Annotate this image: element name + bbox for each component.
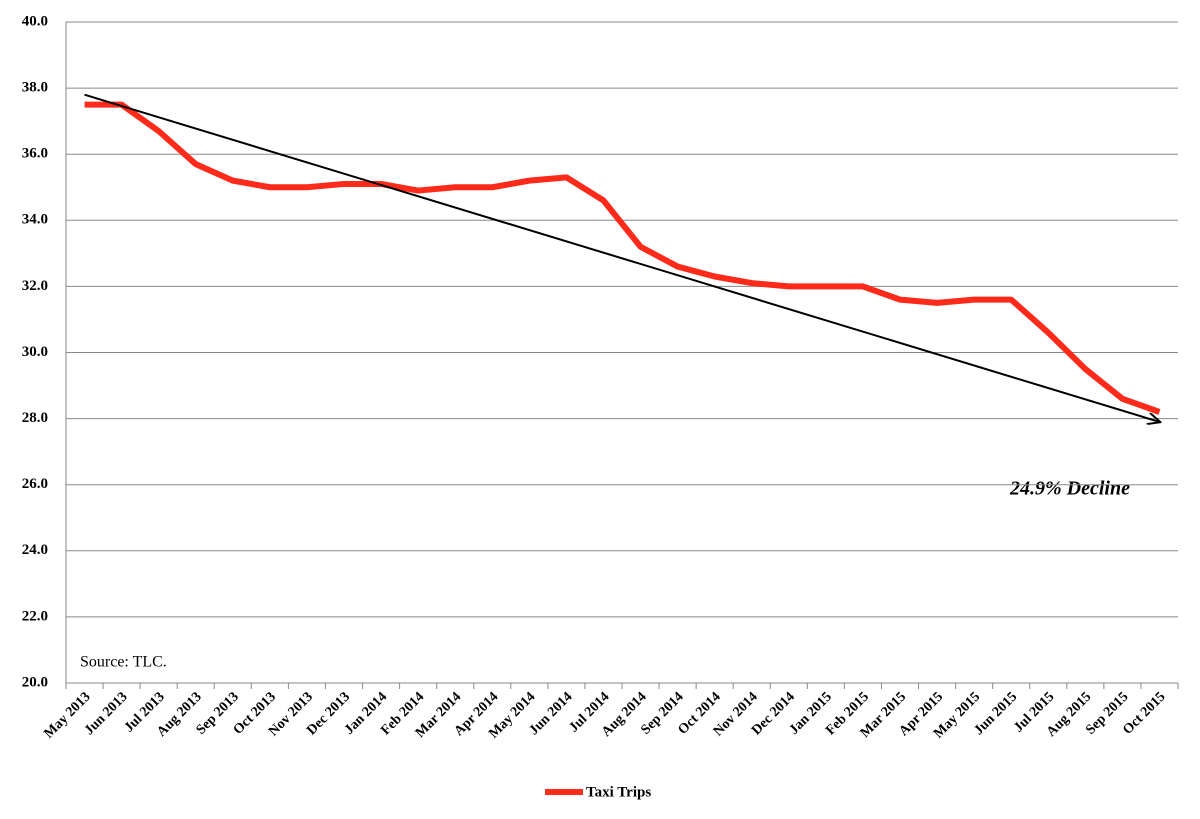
trend-arrow [84,93,1160,422]
y-tick-label: 20.0 [22,674,48,690]
y-tick-label: 40.0 [22,13,48,29]
y-tick-label: 34.0 [22,212,48,228]
y-tick-label: 32.0 [22,278,48,294]
x-tick-label: May 2013 [42,689,94,741]
y-tick-label: 28.0 [22,410,48,426]
legend-label: Taxi Trips [586,784,651,800]
annotation: 24.9% Decline [1009,478,1130,500]
y-tick-label: 30.0 [22,344,48,360]
y-tick-label: 36.0 [22,146,48,162]
source-note: Source: TLC. [80,654,167,671]
y-tick-label: 22.0 [22,608,48,624]
data-line [84,101,1161,415]
y-tick-label: 24.0 [22,542,48,558]
y-tick-label: 26.0 [22,476,48,492]
y-tick-label: 38.0 [22,80,48,96]
